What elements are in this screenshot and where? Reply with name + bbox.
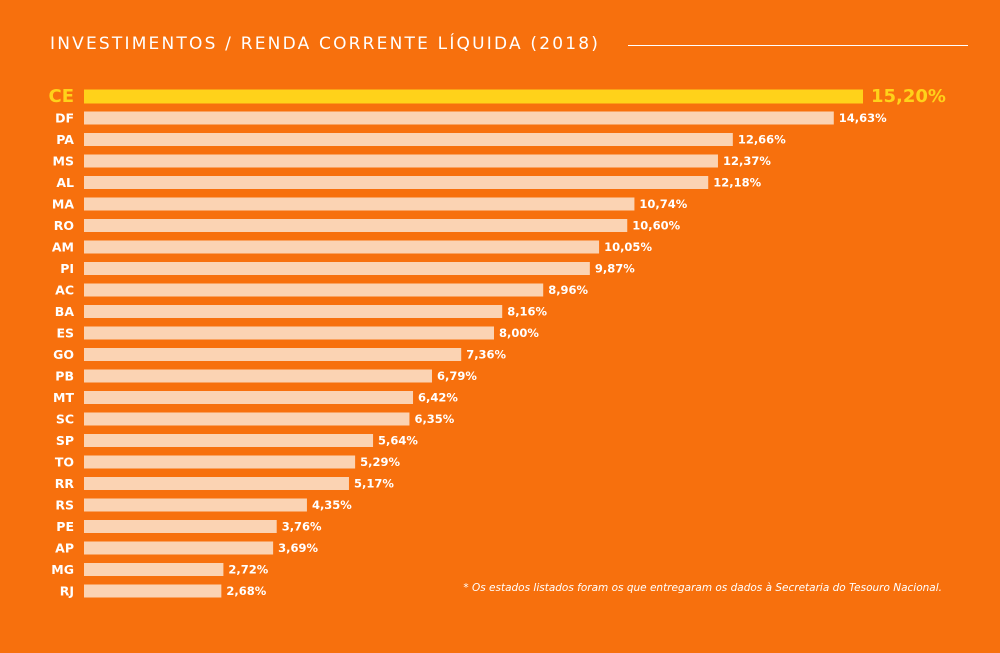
- category-label-to: TO: [55, 455, 74, 470]
- bar-rj: [84, 584, 222, 598]
- bar-ba: [84, 305, 503, 318]
- bar-ac: [84, 283, 544, 297]
- category-label-ap: AP: [55, 541, 74, 556]
- category-label-pe: PE: [56, 519, 74, 534]
- bar-ap: [84, 541, 274, 555]
- chart-title: INVESTIMENTOS / RENDA CORRENTE LÍQUIDA (…: [50, 34, 601, 54]
- category-label-ma: MA: [52, 197, 74, 212]
- value-label-al: 12,18%: [713, 176, 761, 190]
- value-label-pa: 12,66%: [738, 133, 786, 147]
- value-label-es: 8,00%: [499, 326, 539, 340]
- title-rule: [628, 45, 968, 46]
- bar-ro: [84, 219, 628, 232]
- value-label-sp: 5,64%: [378, 434, 418, 448]
- category-label-ms: MS: [53, 154, 74, 169]
- category-label-ba: BA: [55, 304, 75, 319]
- bar-sp: [84, 434, 374, 447]
- bar-go: [84, 348, 462, 361]
- bar-pb: [84, 369, 432, 383]
- value-label-am: 10,05%: [604, 240, 652, 254]
- bar-sc: [84, 412, 410, 426]
- value-label-mg: 2,72%: [228, 563, 268, 577]
- bar-ma: [84, 197, 635, 211]
- bar-mt: [84, 391, 414, 404]
- value-label-pi: 9,87%: [595, 262, 635, 276]
- bar-ms: [84, 154, 718, 168]
- bar-rs: [84, 498, 307, 512]
- category-label-es: ES: [56, 326, 74, 341]
- value-label-sc: 6,35%: [414, 412, 454, 426]
- bar-to: [84, 455, 356, 469]
- category-label-mt: MT: [53, 390, 74, 405]
- category-label-mg: MG: [51, 562, 74, 577]
- category-label-ce: CE: [48, 86, 74, 107]
- bar-pi: [84, 262, 590, 275]
- category-label-rj: RJ: [60, 584, 74, 599]
- bar-al: [84, 176, 709, 189]
- value-label-go: 7,36%: [466, 348, 506, 362]
- value-label-ce: 15,20%: [871, 86, 946, 107]
- value-label-rj: 2,68%: [226, 584, 266, 598]
- value-label-mt: 6,42%: [418, 391, 458, 405]
- category-label-ro: RO: [54, 218, 74, 233]
- value-label-pb: 6,79%: [437, 369, 477, 383]
- category-label-rr: RR: [55, 476, 75, 491]
- category-label-sc: SC: [56, 412, 74, 427]
- value-label-pe: 3,76%: [282, 520, 322, 534]
- value-label-ap: 3,69%: [278, 541, 318, 555]
- category-label-rs: RS: [55, 498, 74, 513]
- bar-ce: [84, 89, 863, 104]
- category-label-df: DF: [55, 111, 74, 126]
- bar-am: [84, 240, 600, 254]
- category-label-pi: PI: [60, 261, 74, 276]
- category-label-go: GO: [53, 347, 74, 362]
- footnote: * Os estados listados foram os que entre…: [463, 582, 942, 594]
- category-label-al: AL: [56, 175, 74, 190]
- value-label-df: 14,63%: [839, 111, 887, 125]
- value-label-ro: 10,60%: [632, 219, 680, 233]
- value-label-ma: 10,74%: [639, 197, 687, 211]
- value-label-to: 5,29%: [360, 455, 400, 469]
- value-label-ba: 8,16%: [507, 305, 547, 319]
- bar-mg: [84, 563, 224, 576]
- bar-rr: [84, 477, 349, 490]
- category-label-sp: SP: [56, 433, 74, 448]
- bar-pa: [84, 133, 733, 146]
- bar-es: [84, 326, 494, 340]
- bar-pe: [84, 520, 277, 533]
- category-label-am: AM: [52, 240, 74, 255]
- value-label-rs: 4,35%: [312, 498, 352, 512]
- category-label-pb: PB: [55, 369, 74, 384]
- value-label-ac: 8,96%: [548, 283, 588, 297]
- category-label-pa: PA: [56, 132, 74, 147]
- bar-df: [84, 111, 834, 125]
- category-label-ac: AC: [55, 283, 74, 298]
- value-label-ms: 12,37%: [723, 154, 771, 168]
- value-label-rr: 5,17%: [354, 477, 394, 491]
